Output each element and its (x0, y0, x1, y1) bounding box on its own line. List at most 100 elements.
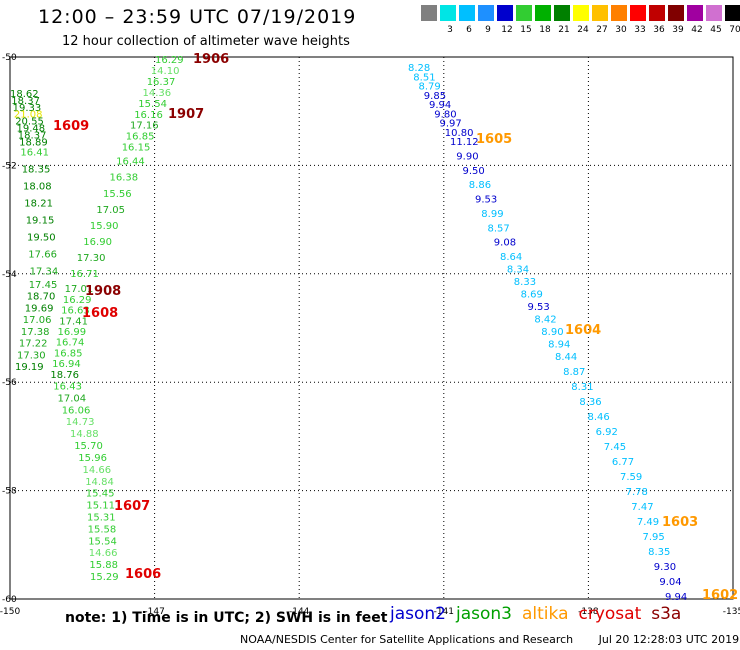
wave-height-label: 15.56 (103, 189, 132, 200)
wave-height-label: 9.08 (494, 238, 516, 249)
wave-height-label: 20.55 (15, 117, 44, 128)
wave-height-label: 9.53 (528, 302, 550, 313)
wave-height-label: 17.45 (29, 280, 58, 291)
time-labels: 1906 1907 1609 1605 1908 1608 1604 1607 1603 1606… (53, 52, 738, 603)
lon-tick-label: -138 (578, 607, 599, 617)
wave-height-label: 15.88 (89, 560, 118, 571)
wave-height-label: 17.34 (30, 266, 59, 277)
colorbar-swatch (421, 5, 437, 21)
colorbar-label: 33 (634, 25, 646, 35)
lon-tick-label: -150 (0, 607, 20, 617)
wave-height-label: 16.85 (126, 132, 155, 143)
wave-height-label: 14.10 (151, 66, 180, 77)
legend-altika: altika (522, 604, 569, 624)
wave-height-label: 19.69 (25, 303, 54, 314)
time-label: 1908 (85, 284, 121, 299)
wave-height-label: 8.28 (408, 63, 430, 74)
wave-height-label: 16.94 (52, 359, 81, 370)
colorbar-label: 27 (596, 25, 608, 35)
lon-tick-label: -141 (434, 607, 454, 617)
map-subtitle: 12 hour collection of altimeter wave hei… (62, 34, 350, 49)
wave-height-label: 16.29 (63, 295, 92, 306)
time-label: 1907 (168, 107, 204, 122)
wave-height-label: 9.80 (434, 109, 456, 120)
colorbar-swatch (516, 5, 532, 21)
wave-height-label: 7.49 (637, 517, 659, 528)
wave-height-label: 17.06 (23, 315, 52, 326)
wave-height-label: 16.06 (62, 405, 91, 416)
colorbar-label: 21 (558, 25, 570, 35)
lat-tick-label: -52 (2, 161, 17, 171)
satellite-tracks: 16.2914.1016.3714.3615.5416.1617.1616.85… (10, 55, 687, 603)
time-label: 1607 (114, 499, 150, 514)
colorbar-label: 30 (615, 25, 627, 35)
lat-tick-label: -50 (2, 53, 17, 63)
colorbar-swatch (725, 5, 740, 21)
plot-frame (9, 56, 734, 600)
wave-height-label: 8.42 (534, 315, 556, 326)
colorbar-label: 12 (501, 25, 513, 35)
wave-height-label: 15.90 (90, 221, 119, 232)
satellite-legend: jason2 jason3 altika cryosat s3a (390, 604, 691, 624)
legend-jason3: jason3 (456, 604, 512, 624)
colorbar-swatch (592, 5, 608, 21)
time-label: 1604 (565, 323, 601, 338)
legend-cryosat: cryosat (578, 604, 642, 624)
wave-height-label: 18.08 (23, 182, 52, 193)
wave-height-label: 15.29 (90, 572, 119, 583)
wave-height-label: 17.22 (19, 339, 48, 350)
wave-height-label: 17.41 (59, 316, 88, 327)
colorbar-swatch (459, 5, 475, 21)
time-label: 1605 (476, 132, 512, 147)
wave-height-label: 16.29 (155, 55, 184, 66)
footer-timestamp: Jul 20 12:28:03 UTC 2019 (598, 633, 740, 646)
wave-height-label: 18.37 (18, 131, 47, 142)
colorbar-swatch (535, 5, 551, 21)
wave-height-label: 11.12 (450, 137, 479, 148)
wave-height-label: 17.66 (28, 249, 57, 260)
wave-height-label: 8.69 (521, 290, 543, 301)
wave-height-label: 7.47 (631, 502, 653, 513)
wave-height-label: 18.89 (19, 137, 48, 148)
wave-height-label: 16.90 (83, 237, 112, 248)
wave-height-label: 16.43 (53, 382, 82, 393)
wave-height-label: 8.35 (648, 547, 670, 558)
wave-height-label: 17.01 (65, 284, 94, 295)
wave-height-label: 9.94 (665, 592, 687, 603)
colorbar-label: 39 (672, 25, 684, 35)
wave-height-label: 15.70 (74, 441, 103, 452)
wave-height-label: 8.86 (469, 180, 491, 191)
time-label: 1608 (82, 306, 118, 321)
wave-height-label: 8.99 (481, 209, 503, 220)
colorbar-swatch (497, 5, 513, 21)
wave-height-label: 8.34 (507, 265, 529, 276)
colorbar-swatch (668, 5, 684, 21)
colorbar-label: 6 (466, 25, 472, 35)
wave-height-label: 14.88 (70, 429, 99, 440)
wave-height-label: 14.66 (83, 465, 112, 476)
colorbar-swatch (478, 5, 494, 21)
map-title: 12:00 – 23:59 UTC 07/19/2019 (38, 6, 357, 28)
colorbar-swatch (573, 5, 589, 21)
wave-height-label: 18.70 (27, 292, 56, 303)
lat-tick-label: -54 (2, 270, 17, 280)
wave-height-label: 8.46 (588, 412, 610, 423)
colorbar-label: 9 (485, 25, 491, 35)
wave-height-label: 17.30 (17, 350, 46, 361)
wave-height-label: 16.85 (54, 348, 83, 359)
lon-tick-label: -144 (289, 607, 310, 617)
wave-height-label: 8.31 (571, 382, 593, 393)
wave-height-label: 21.08 (14, 110, 43, 121)
wave-height-label: 19.15 (26, 216, 55, 227)
wave-height-label: 10.80 (445, 128, 474, 139)
legend-jason2: jason2 (390, 604, 446, 624)
legend-s3a: s3a (651, 604, 682, 624)
wave-height-label: 16.44 (116, 157, 145, 168)
wave-height-label: 16.71 (70, 269, 99, 280)
wave-height-label: 19.19 (15, 362, 44, 373)
wave-height-label: 15.58 (88, 524, 117, 535)
wave-height-label: 18.37 (11, 96, 40, 107)
wave-height-label: 9.53 (475, 195, 497, 206)
wave-height-label: 14.84 (85, 477, 114, 488)
